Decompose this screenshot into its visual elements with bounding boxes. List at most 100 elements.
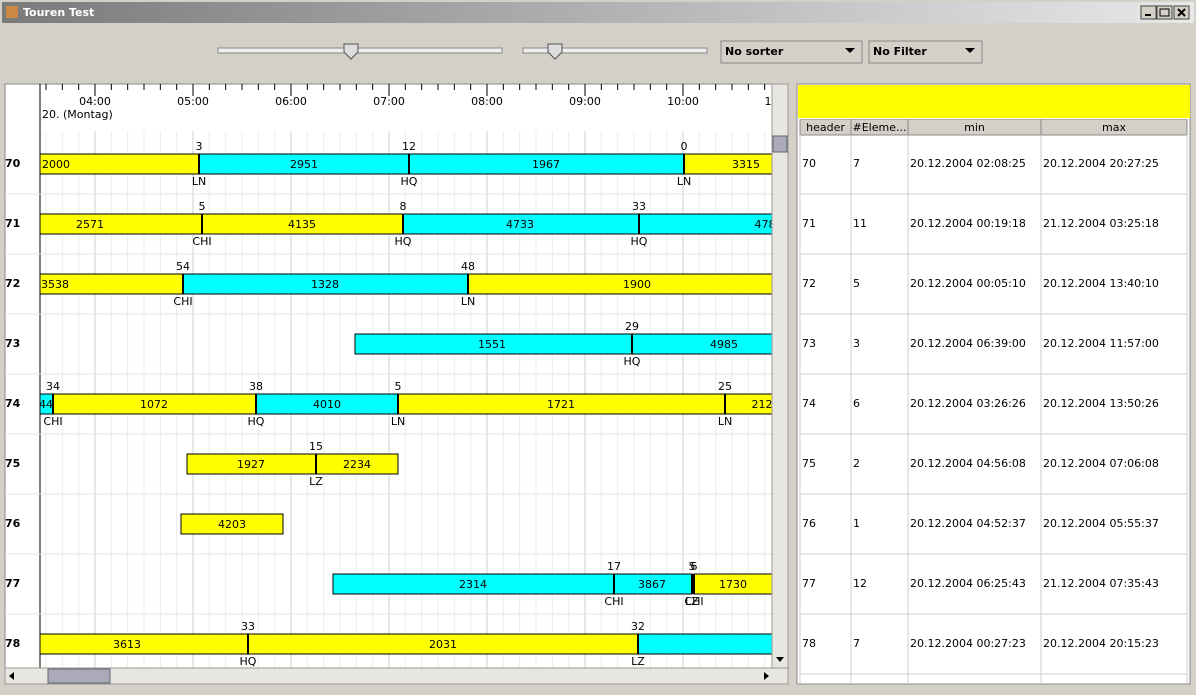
scroll-thumb[interactable] — [772, 135, 788, 153]
slider-thumb[interactable] — [343, 43, 359, 60]
dropdown-box[interactable] — [868, 40, 983, 64]
stop-above: 32 — [631, 620, 645, 633]
dropdown-arrow — [965, 48, 975, 53]
row-label: 73 — [5, 337, 20, 350]
segment-label: 3538 — [41, 278, 69, 291]
window-title: Touren Test — [23, 6, 94, 19]
tour-segment[interactable] — [631, 333, 772, 355]
stop-below: HQ — [401, 175, 418, 188]
scroll-arrow[interactable] — [764, 672, 769, 680]
tour-segment[interactable] — [638, 213, 772, 235]
app-icon — [6, 6, 18, 18]
horizontal-scrollbar[interactable] — [4, 667, 789, 685]
zoom-slider[interactable] — [217, 47, 503, 54]
table-cell: 7 — [853, 637, 860, 650]
stop-above: 12 — [402, 140, 416, 153]
table-cell: 20.12.2004 04:52:37 — [910, 517, 1026, 530]
stop-below: CHI — [173, 295, 192, 308]
scroll-arrow[interactable] — [776, 657, 784, 662]
table-cell: 20.12.2004 06:25:43 — [910, 577, 1026, 590]
tour-segment[interactable] — [467, 273, 772, 295]
dropdown-value: No Filter — [873, 45, 927, 58]
tour-segment[interactable] — [40, 213, 203, 235]
segment-label: 1328 — [311, 278, 339, 291]
segment-label: 478 — [755, 218, 776, 231]
segment-label: 2234 — [343, 458, 371, 471]
filter-dropdown[interactable]: No Filter — [868, 40, 983, 64]
table-cell: 11 — [853, 217, 867, 230]
stop-above: 15 — [309, 440, 323, 453]
minimize-button[interactable] — [1140, 5, 1157, 20]
stop-above: 6 — [691, 560, 698, 573]
hour-label: 04:00 — [79, 95, 111, 108]
stop-above: 38 — [249, 380, 263, 393]
stop-below: HQ — [395, 235, 412, 248]
scroll-thumb[interactable] — [47, 668, 111, 684]
segment-label: 212 — [752, 398, 773, 411]
maximize-button[interactable] — [1156, 5, 1173, 20]
stop-below: HQ — [624, 355, 641, 368]
table-cell: 20.12.2004 05:55:37 — [1043, 517, 1159, 530]
stop-above: 48 — [461, 260, 475, 273]
hour-label: 05:00 — [177, 95, 209, 108]
segment-label: 44 — [39, 398, 53, 411]
table-cell: 21.12.2004 03:25:18 — [1043, 217, 1159, 230]
row-slider[interactable] — [522, 47, 708, 54]
stop-below: HQ — [240, 655, 257, 668]
stop-below: CHI — [684, 595, 703, 608]
segment-label: 1900 — [623, 278, 651, 291]
row-label: 72 — [5, 277, 20, 290]
column-header-label: header — [806, 121, 845, 134]
segment-label: 2571 — [76, 218, 104, 231]
stop-above: 5 — [689, 560, 696, 573]
table-cell: 73 — [802, 337, 816, 350]
table-cell: 71 — [802, 217, 816, 230]
table-cell: 12 — [853, 577, 867, 590]
dropdown-box[interactable] — [720, 40, 863, 64]
table-panel — [796, 83, 1191, 685]
stop-above: 3 — [196, 140, 203, 153]
table-cell: 7 — [853, 157, 860, 170]
stop-above: 17 — [607, 560, 621, 573]
table-cell: 77 — [802, 577, 816, 590]
segment-label: 4203 — [218, 518, 246, 531]
segment-label: 1551 — [478, 338, 506, 351]
title-bar — [2, 2, 1194, 23]
table-cell: 78 — [802, 637, 816, 650]
segment-label: 4135 — [288, 218, 316, 231]
segment-label: 2314 — [459, 578, 487, 591]
stop-above: 25 — [718, 380, 732, 393]
window-buttons[interactable] — [1140, 5, 1190, 20]
table-cell: 20.12.2004 06:39:00 — [910, 337, 1026, 350]
stop-above: 33 — [241, 620, 255, 633]
table-cell: 20.12.2004 13:50:26 — [1043, 397, 1159, 410]
column-header-label: min — [964, 121, 985, 134]
stop-above: 34 — [46, 380, 60, 393]
column-header[interactable] — [1040, 119, 1188, 136]
vertical-scrollbar[interactable] — [771, 83, 789, 669]
tour-segment[interactable] — [40, 633, 249, 655]
segment-label: 4733 — [506, 218, 534, 231]
table-cell: 76 — [802, 517, 816, 530]
segment-label: 3613 — [113, 638, 141, 651]
tour-segment[interactable] — [180, 513, 284, 535]
stop-below: CHI — [43, 415, 62, 428]
table-cell: 20.12.2004 07:06:08 — [1043, 457, 1159, 470]
stop-below: HQ — [248, 415, 265, 428]
hour-label: 08:00 — [471, 95, 503, 108]
sorter-dropdown[interactable]: No sorter — [720, 40, 863, 64]
slider-thumb[interactable] — [547, 43, 563, 60]
stop-below: LZ — [685, 595, 699, 608]
hour-label: 10:00 — [667, 95, 699, 108]
hour-label: 09:00 — [569, 95, 601, 108]
tour-segment[interactable] — [637, 633, 772, 655]
hour-label: 1 — [765, 95, 772, 108]
row-label: 78 — [5, 637, 20, 650]
segment-label: 4985 — [710, 338, 738, 351]
row-label: 75 — [5, 457, 20, 470]
scroll-arrow[interactable] — [9, 672, 14, 680]
table-cell: 5 — [853, 277, 860, 290]
table-cell: 20.12.2004 20:15:23 — [1043, 637, 1159, 650]
